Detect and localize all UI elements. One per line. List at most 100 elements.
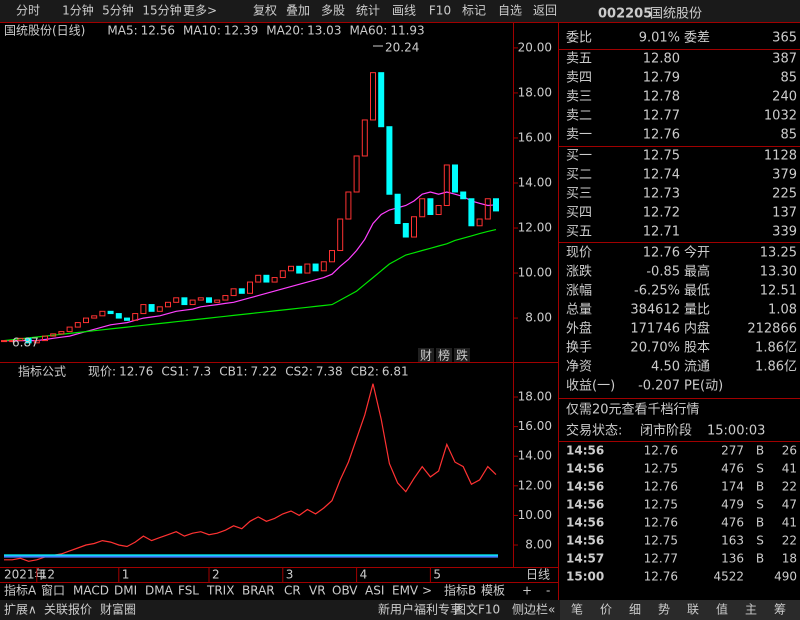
side-tab[interactable]: 势 xyxy=(658,603,670,617)
stat-label: 净资 xyxy=(566,360,592,375)
trade-count: 22 xyxy=(782,480,797,494)
book-label: 卖一 xyxy=(566,128,592,143)
toolbar-button[interactable]: 更多> xyxy=(183,4,217,18)
book-price: 12.73 xyxy=(643,187,680,202)
toolbar-button[interactable]: 统计 xyxy=(356,4,380,18)
indicator-tab[interactable]: FSL xyxy=(178,584,199,598)
stat-value: 171746 xyxy=(630,322,680,337)
toolbar-button[interactable]: 标记 xyxy=(462,4,486,18)
toolbar-button[interactable]: F10 xyxy=(429,4,451,18)
badge[interactable]: 跌 xyxy=(456,348,468,363)
trade-volume: 136 xyxy=(721,552,744,566)
indicator-tab[interactable]: ASI xyxy=(365,584,384,598)
indicator-tab[interactable]: + xyxy=(522,584,532,598)
stat-label: 换手 xyxy=(566,341,592,356)
side-tab[interactable]: 主 xyxy=(745,603,757,617)
indicator-tab[interactable]: DMA xyxy=(145,584,174,598)
legend-name: CS1: xyxy=(161,365,189,379)
toolbar-button[interactable]: 5分钟 xyxy=(102,3,134,18)
candle xyxy=(411,216,417,238)
toolbar-button[interactable]: 多股 xyxy=(321,4,345,18)
indicator-tab[interactable]: CR xyxy=(284,584,301,598)
book-label: 买一 xyxy=(566,149,592,164)
indicator-tab[interactable]: DMI xyxy=(114,584,137,598)
side-tab[interactable]: 筹 xyxy=(774,603,786,617)
book-label: 卖二 xyxy=(566,109,592,124)
trade-volume: 4522 xyxy=(713,570,744,584)
indicator-tab[interactable]: 指标A xyxy=(4,583,37,598)
side-tab[interactable]: 值 xyxy=(716,602,728,617)
book-price: 12.79 xyxy=(643,71,680,86)
indicator-tab[interactable]: EMV xyxy=(392,584,419,598)
series-line xyxy=(3,229,497,342)
weicha-value: 365 xyxy=(772,31,797,46)
candle xyxy=(107,310,114,315)
side-tab[interactable]: 联 xyxy=(687,603,699,617)
y-tick-label: 16.00 xyxy=(518,130,552,144)
indicator-tab[interactable]: > xyxy=(422,584,432,598)
badge[interactable]: 财 xyxy=(420,349,432,363)
toolbar-button[interactable]: 1分钟 xyxy=(62,3,94,18)
indicator-tab[interactable]: MACD xyxy=(73,584,109,598)
indicator-tab[interactable]: 模板 xyxy=(481,584,505,598)
side-tab[interactable]: 价 xyxy=(600,603,612,617)
toolbar-button[interactable]: 自选 xyxy=(498,4,522,18)
side-tab[interactable]: 笔 xyxy=(571,602,583,617)
trade-price: 12.75 xyxy=(644,498,678,512)
footer-link[interactable]: 财富圈 xyxy=(100,602,136,617)
trade-time: 14:56 xyxy=(566,480,604,494)
y-tick-label: 8.00 xyxy=(525,538,552,552)
footer-link[interactable]: 关联报价 xyxy=(44,602,92,617)
stat-value: 12.51 xyxy=(760,284,797,299)
indicator-tab[interactable]: TRIX xyxy=(206,584,234,598)
trade-volume: 163 xyxy=(721,534,744,548)
book-price: 12.74 xyxy=(643,168,680,183)
book-volume: 85 xyxy=(780,71,797,86)
footer-link[interactable]: 图文F10 xyxy=(454,602,500,617)
toolbar-button[interactable]: 分时 xyxy=(16,4,40,18)
badge-bg xyxy=(454,348,470,362)
book-volume: 225 xyxy=(772,187,797,202)
book-price: 12.80 xyxy=(643,52,680,67)
legend-value: 7.3 xyxy=(192,365,211,379)
status-phase: 闭市阶段 xyxy=(640,423,692,439)
book-label: 卖五 xyxy=(566,52,592,67)
badge-bg xyxy=(436,348,452,362)
indicator-tab[interactable]: OBV xyxy=(332,584,358,598)
x-tick-label: 1 xyxy=(122,568,130,582)
toolbar-button[interactable]: 复权 xyxy=(253,4,277,18)
toolbar-button[interactable]: 画线 xyxy=(392,4,416,18)
candle xyxy=(50,333,57,337)
trade-volume: 479 xyxy=(721,498,744,512)
badge[interactable]: 榜 xyxy=(438,348,450,363)
trade-count: 22 xyxy=(782,534,797,548)
promo[interactable]: 仅需20元查看千档行情 xyxy=(566,402,700,418)
y-tick-label: 14.00 xyxy=(518,449,552,463)
stat-value: 12.76 xyxy=(643,246,680,261)
candle xyxy=(452,164,458,193)
legend-name: MA60: xyxy=(349,24,387,38)
candle xyxy=(361,119,368,157)
trade-volume: 277 xyxy=(721,444,744,458)
candle xyxy=(370,72,376,121)
toolbar-bg xyxy=(0,0,800,22)
indicator-tab[interactable]: BRAR xyxy=(242,584,275,598)
book-volume: 240 xyxy=(772,90,797,105)
indicator-tab[interactable]: VR xyxy=(309,584,326,598)
footer-link[interactable]: 新用户福利专享 xyxy=(378,602,462,617)
trade-side: B xyxy=(756,552,764,566)
candle xyxy=(263,274,270,283)
indicator-tab[interactable]: 指标B xyxy=(444,583,476,598)
indicator-tab[interactable]: - xyxy=(546,584,550,598)
toolbar-button[interactable]: 返回 xyxy=(533,4,557,18)
side-tab[interactable]: 细 xyxy=(629,603,641,617)
footer-link[interactable]: 侧边栏« xyxy=(512,602,555,617)
stock-name: 国统股份 xyxy=(650,7,702,22)
trade-time: 14:56 xyxy=(566,534,604,548)
indicator-tab[interactable]: 窗口 xyxy=(41,584,65,598)
book-price: 12.78 xyxy=(643,90,680,105)
toolbar-button[interactable]: 15分钟 xyxy=(142,3,181,18)
toolbar-button[interactable]: 叠加 xyxy=(286,4,310,18)
footer-link[interactable]: 扩展∧ xyxy=(4,603,37,617)
book-volume: 339 xyxy=(772,225,797,240)
